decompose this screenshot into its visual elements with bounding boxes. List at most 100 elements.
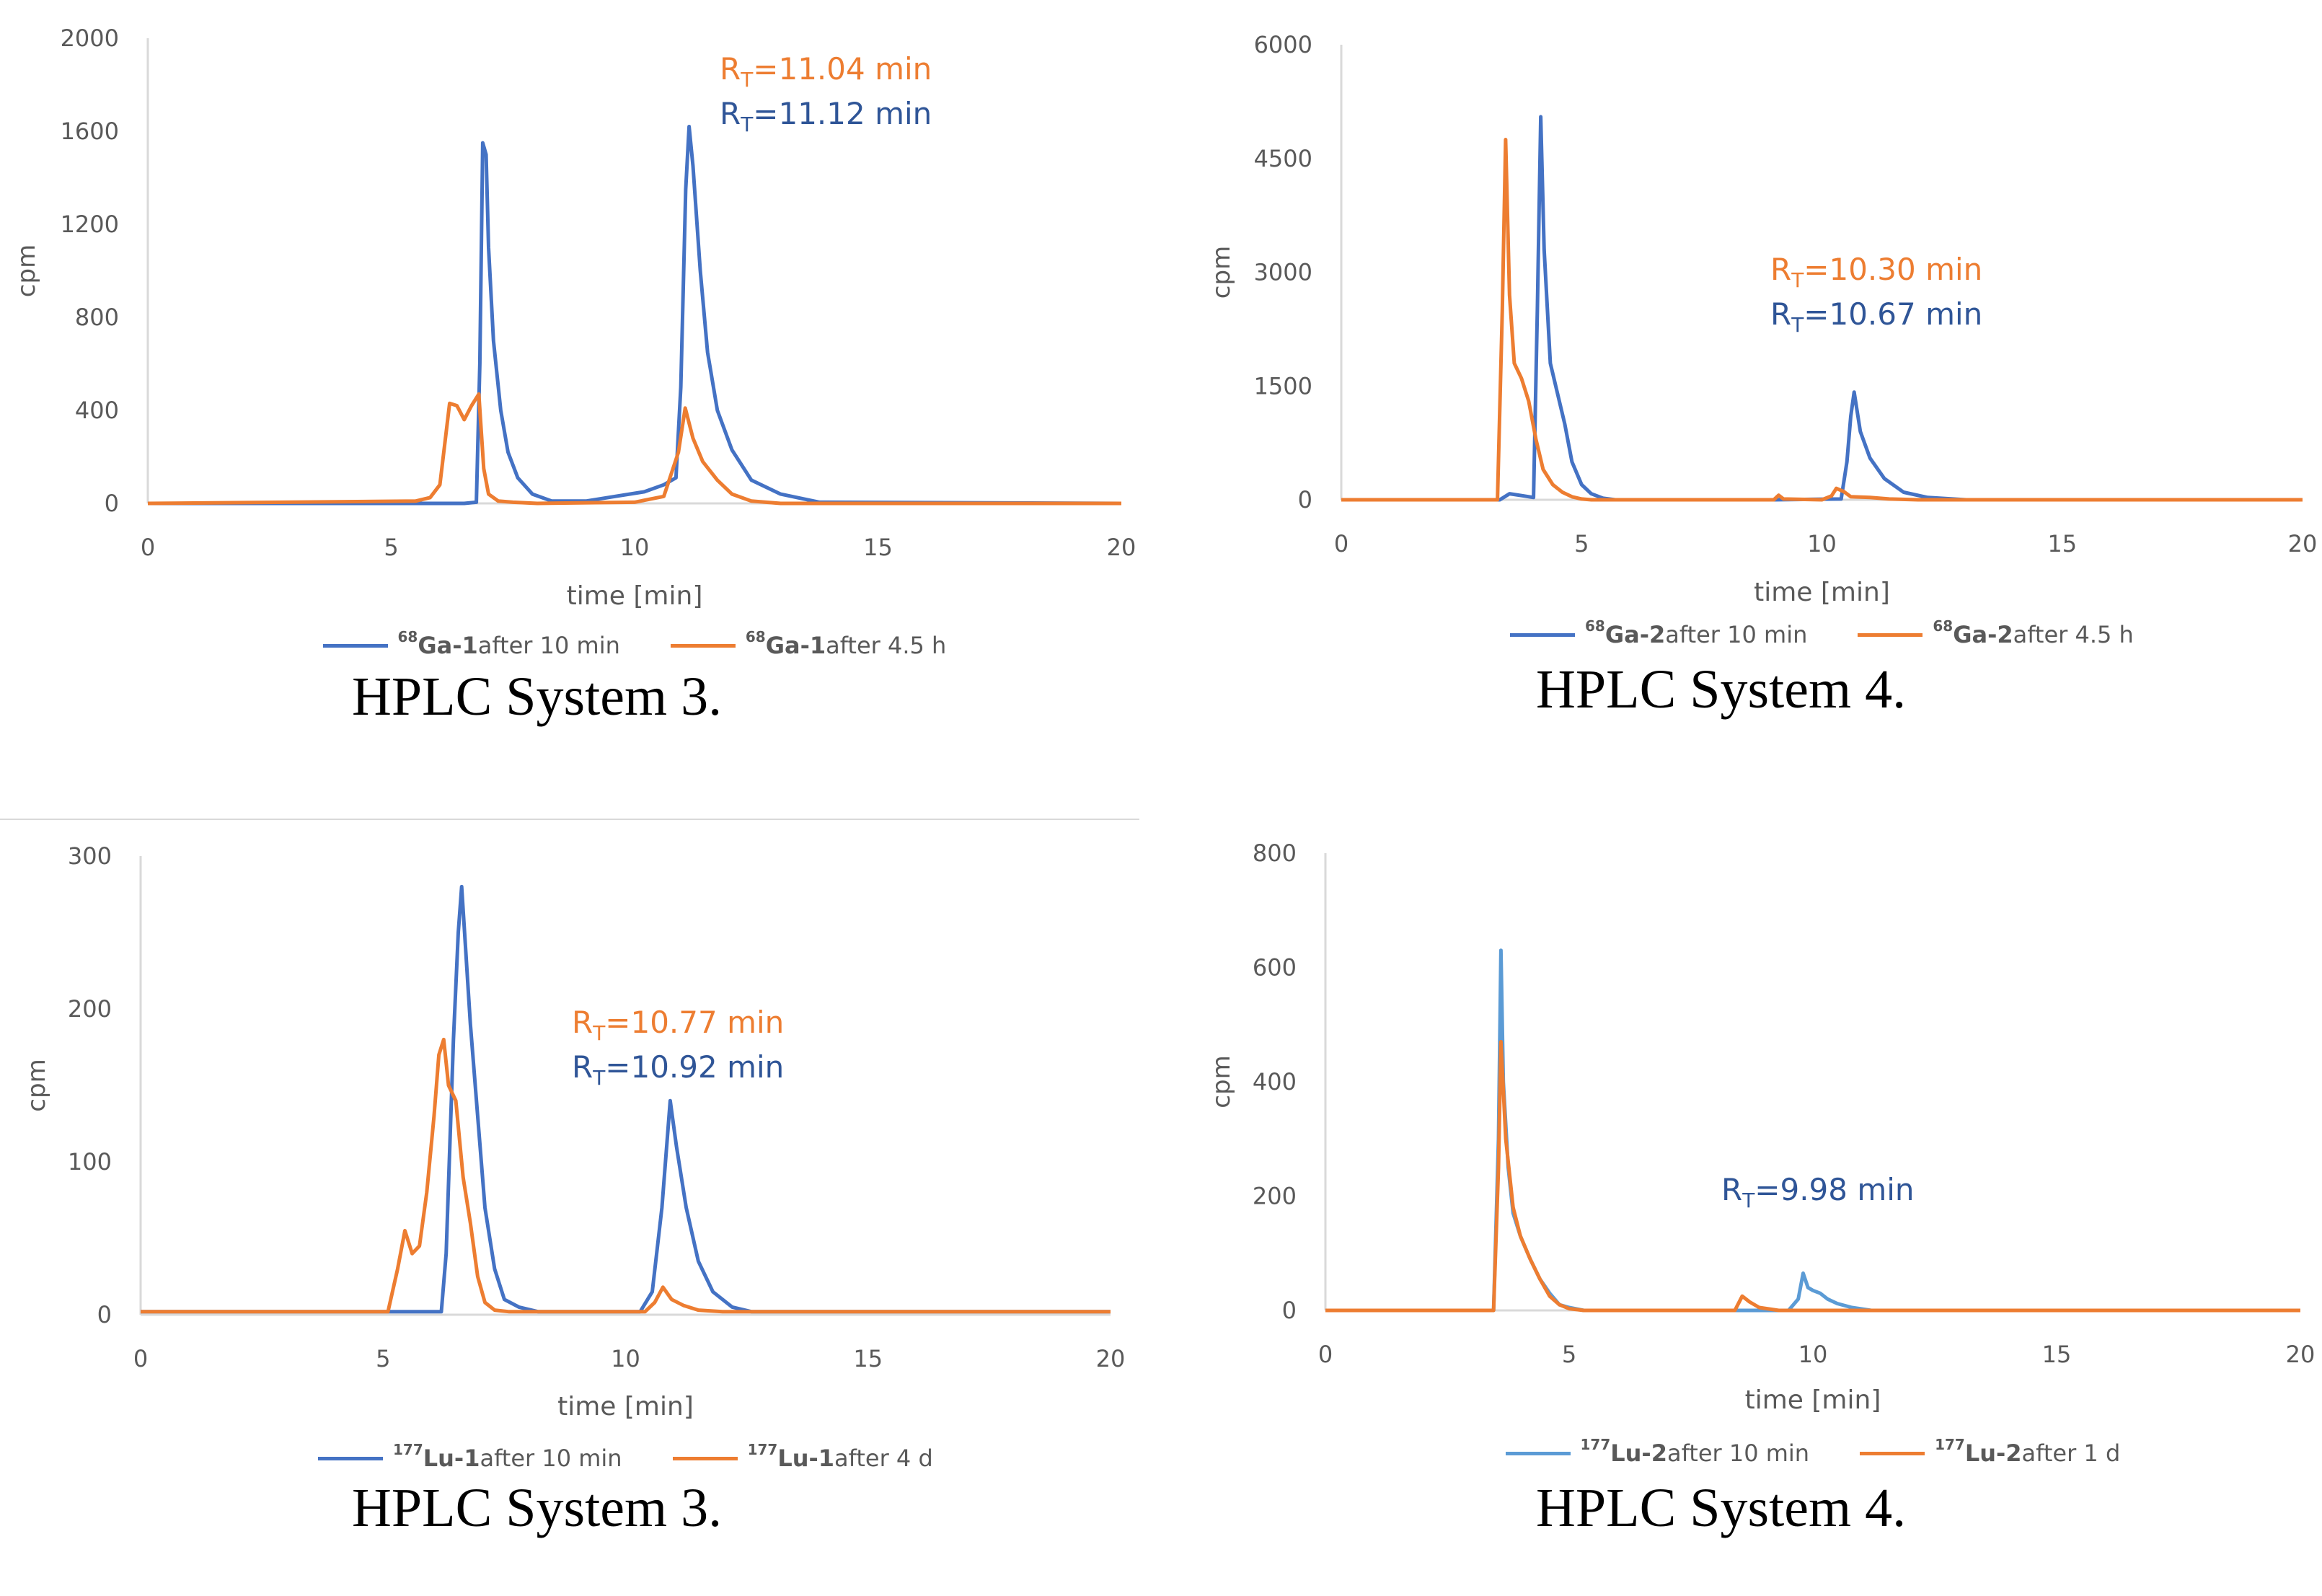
- x-tick-label: 5: [384, 534, 398, 561]
- legend-timepoint: after 4.5 h: [826, 632, 947, 659]
- x-tick-label: 10: [611, 1345, 640, 1372]
- x-tick-label: 5: [376, 1345, 390, 1372]
- y-tick-label: 2000: [61, 25, 119, 52]
- y-tick-label: 200: [1253, 1183, 1297, 1210]
- legend: 68 Ga-1 after 10 min 68 Ga-1 after 4.5 h: [322, 628, 947, 659]
- retention-time-label: RT=10.77 min: [572, 1005, 784, 1045]
- panel-caption: HPLC System 3.: [352, 666, 723, 727]
- y-tick-label: 0: [1298, 486, 1312, 513]
- x-tick-label: 20: [1096, 1345, 1126, 1372]
- legend-item: 68 Ga-1 after 4.5 h: [670, 628, 947, 659]
- legend-compound: Lu-1: [423, 1445, 480, 1472]
- retention-time-label: RT=10.92 min: [572, 1049, 784, 1090]
- y-tick-label: 1200: [61, 211, 119, 238]
- x-tick-label: 15: [853, 1345, 883, 1372]
- legend-swatch: [1860, 1451, 1925, 1455]
- x-tick-label: 15: [2042, 1341, 2072, 1368]
- y-tick-label: 400: [75, 397, 119, 424]
- y-tick-label: 6000: [1254, 31, 1312, 58]
- legend-item: 177 Lu-2 after 10 min: [1505, 1436, 1810, 1467]
- x-tick-label: 10: [1807, 530, 1837, 557]
- series-line-lu-1-0: [141, 884, 1111, 1314]
- y-tick-label: 200: [68, 995, 112, 1023]
- legend-swatch: [672, 1456, 738, 1460]
- y-tick-label: 600: [1253, 954, 1297, 982]
- x-tick-label: 20: [2288, 530, 2318, 557]
- y-tick-label: 800: [75, 304, 119, 331]
- y-tick-label: 1600: [61, 118, 119, 145]
- legend-isotope-mass: 68: [745, 628, 766, 645]
- y-axis-title: cpm: [22, 1059, 51, 1111]
- legend-timepoint: after 1 d: [2021, 1440, 2121, 1467]
- series-line-lu-2-1: [1325, 1040, 2300, 1313]
- x-axis-title: time [min]: [1754, 578, 1890, 607]
- legend-isotope-mass: 177: [1935, 1436, 1965, 1453]
- y-tick-label: 0: [105, 490, 119, 517]
- y-tick-label: 100: [68, 1148, 112, 1176]
- y-tick-label: 3000: [1254, 259, 1312, 286]
- x-tick-label: 15: [863, 534, 893, 561]
- legend-compound: Ga-1: [418, 632, 478, 659]
- y-axis-title: cpm: [1207, 246, 1236, 299]
- legend-compound: Lu-2: [1964, 1440, 2022, 1467]
- panel-caption: HPLC System 3.: [352, 1478, 723, 1538]
- y-tick-label: 1500: [1254, 372, 1312, 400]
- legend-isotope-mass: 177: [747, 1441, 778, 1458]
- y-tick-label: 300: [68, 842, 112, 870]
- y-tick-label: 800: [1253, 839, 1297, 867]
- legend-swatch: [1858, 632, 1923, 637]
- x-tick-label: 5: [1562, 1341, 1576, 1368]
- legend-compound: Lu-1: [777, 1445, 835, 1472]
- x-tick-label: 0: [141, 534, 155, 561]
- legend-timepoint: after 4.5 h: [2013, 621, 2134, 648]
- retention-time-label: RT=10.67 min: [1770, 296, 1982, 337]
- y-axis-title: cpm: [1207, 1055, 1236, 1108]
- legend-swatch: [322, 643, 388, 648]
- legend-isotope-mass: 68: [397, 628, 418, 645]
- series-line-lu-1-1: [141, 1037, 1111, 1314]
- legend-isotope-mass: 68: [1585, 617, 1605, 635]
- legend: 177 Lu-2 after 10 min 177 Lu-2 after 1 d: [1505, 1436, 2121, 1467]
- y-tick-label: 0: [1282, 1297, 1297, 1324]
- legend-item: 177 Lu-1 after 4 d: [672, 1441, 933, 1472]
- retention-time-label: RT=10.30 min: [1770, 252, 1982, 292]
- legend-swatch: [318, 1456, 383, 1460]
- legend-swatch: [670, 643, 736, 648]
- legend-isotope-mass: 177: [1580, 1436, 1611, 1453]
- legend-timepoint: after 10 min: [1667, 1440, 1810, 1467]
- legend-timepoint: after 10 min: [477, 632, 620, 659]
- x-axis-title: time [min]: [1745, 1385, 1881, 1415]
- x-tick-label: 0: [133, 1345, 148, 1372]
- panel-divider: [0, 819, 1139, 820]
- legend: 68 Ga-2 after 10 min 68 Ga-2 after 4.5 h: [1510, 617, 2134, 648]
- legend-swatch: [1510, 632, 1575, 637]
- x-tick-label: 0: [1318, 1341, 1333, 1368]
- legend-compound: Ga-2: [1604, 621, 1666, 648]
- legend-timepoint: after 4 d: [834, 1445, 933, 1472]
- panel-caption: HPLC System 4.: [1536, 1478, 1907, 1538]
- series-line-lu-2-0: [1325, 948, 2300, 1313]
- legend-item: 68 Ga-2 after 4.5 h: [1858, 617, 2134, 648]
- x-axis-title: time [min]: [557, 1392, 694, 1421]
- legend-isotope-mass: 177: [393, 1441, 423, 1458]
- y-tick-label: 400: [1253, 1068, 1297, 1095]
- legend: 177 Lu-1 after 10 min 177 Lu-1 after 4 d: [318, 1441, 933, 1472]
- panel-caption: HPLC System 4.: [1536, 659, 1907, 720]
- series-line-ga-2-1: [1341, 138, 2303, 502]
- legend-isotope-mass: 68: [1933, 617, 1954, 635]
- legend-item: 177 Lu-1 after 10 min: [318, 1441, 622, 1472]
- series-line-ga-1-1: [147, 392, 1121, 506]
- series-line-ga-1-0: [148, 125, 1122, 506]
- x-axis-title: time [min]: [567, 581, 703, 611]
- legend-item: 68 Ga-2 after 10 min: [1510, 617, 1807, 648]
- retention-time-label: RT=11.12 min: [720, 96, 932, 136]
- y-axis-title: cpm: [12, 244, 41, 297]
- x-tick-label: 0: [1334, 530, 1348, 557]
- x-tick-label: 5: [1574, 530, 1589, 557]
- x-tick-label: 20: [2286, 1341, 2316, 1368]
- y-tick-label: 0: [97, 1301, 112, 1328]
- x-tick-label: 10: [620, 534, 650, 561]
- series-line-ga-2-0: [1341, 115, 2303, 502]
